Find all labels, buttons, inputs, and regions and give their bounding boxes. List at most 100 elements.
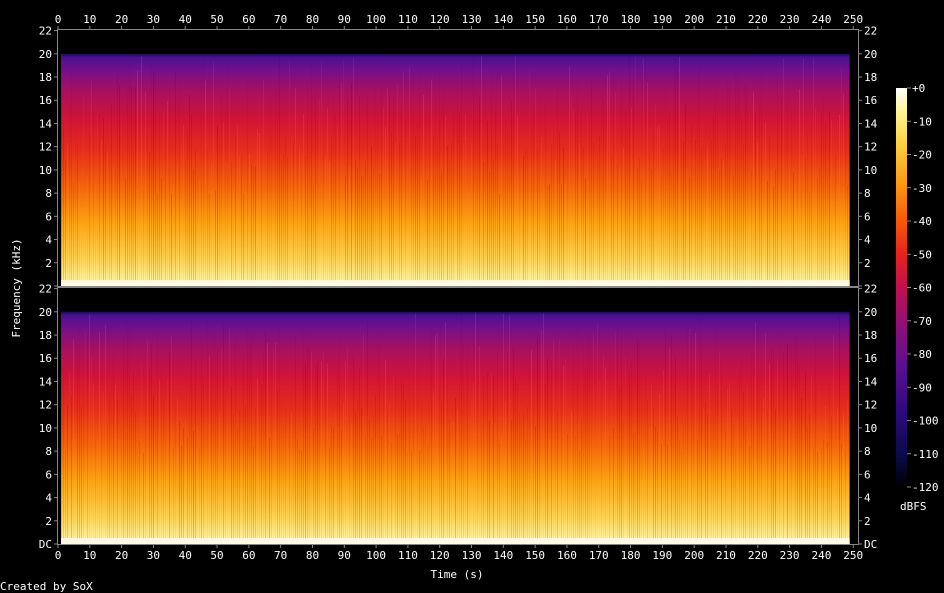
y-tick-label: 16 bbox=[39, 352, 52, 365]
y-tick-label: 18 bbox=[864, 71, 877, 84]
colorbar-tick-label: -120 bbox=[912, 481, 939, 494]
y-tick-label: 2 bbox=[45, 257, 52, 270]
x-tick-label: 120 bbox=[430, 549, 450, 562]
y-tick-label: 22 bbox=[864, 25, 877, 38]
y-tick-label: 10 bbox=[39, 164, 52, 177]
x-tick-label: 40 bbox=[179, 549, 192, 562]
x-tick-label: 220 bbox=[748, 13, 768, 26]
colorbar-tick-label: -10 bbox=[912, 115, 932, 128]
x-tick-label: 80 bbox=[306, 13, 319, 26]
x-tick-label: 30 bbox=[147, 549, 160, 562]
y-tick-label: 8 bbox=[864, 187, 871, 200]
y-tick-label: 22 bbox=[864, 283, 877, 296]
y-tick-label: 14 bbox=[864, 117, 878, 130]
x-tick-label: 240 bbox=[811, 13, 831, 26]
x-tick-label: 30 bbox=[147, 13, 160, 26]
x-tick-label: 20 bbox=[115, 13, 128, 26]
x-tick-label: 120 bbox=[430, 13, 450, 26]
y-tick-label: 6 bbox=[45, 210, 52, 223]
x-tick-label: 50 bbox=[210, 549, 223, 562]
spectral-texture bbox=[61, 311, 850, 540]
x-axis-label: Time (s) bbox=[431, 568, 484, 581]
x-tick-label: 10 bbox=[83, 549, 96, 562]
y-tick-label: 14 bbox=[864, 375, 878, 388]
x-tick-label: 100 bbox=[366, 13, 386, 26]
y-tick-label: 22 bbox=[39, 25, 52, 38]
created-by-sox: Created by SoX bbox=[0, 580, 93, 593]
spectral-energy bbox=[61, 311, 850, 544]
y-tick-label: 12 bbox=[864, 399, 877, 412]
x-tick-label: 200 bbox=[684, 13, 704, 26]
colorbar-tick-label: -30 bbox=[912, 182, 932, 195]
y-tick-label: 8 bbox=[45, 445, 52, 458]
x-tick-label: 90 bbox=[338, 549, 351, 562]
x-tick-label: 160 bbox=[557, 549, 577, 562]
y-tick-label: 4 bbox=[864, 492, 871, 505]
x-tick-label: 210 bbox=[716, 13, 736, 26]
y-tick-label: 12 bbox=[39, 399, 52, 412]
y-tick-label: 16 bbox=[864, 352, 877, 365]
colorbar-tick-label: -40 bbox=[912, 215, 932, 228]
y-tick-label: 20 bbox=[39, 306, 52, 319]
colorbar-tick-label: -50 bbox=[912, 248, 932, 261]
x-tick-label: 10 bbox=[83, 13, 96, 26]
y-tick-label: 6 bbox=[864, 468, 871, 481]
x-tick-label: 220 bbox=[748, 549, 768, 562]
y-tick-label: DC bbox=[39, 538, 52, 551]
x-tick-label: 180 bbox=[621, 13, 641, 26]
colorbar-tick-label: -70 bbox=[912, 315, 932, 328]
x-tick-label: 80 bbox=[306, 549, 319, 562]
x-tick-label: 70 bbox=[274, 549, 287, 562]
x-tick-label: 210 bbox=[716, 549, 736, 562]
y-tick-label: 22 bbox=[39, 283, 52, 296]
y-tick-label: 20 bbox=[864, 48, 877, 61]
y-tick-label: DC bbox=[864, 538, 877, 551]
x-tick-label: 60 bbox=[242, 13, 255, 26]
x-tick-label: 180 bbox=[621, 549, 641, 562]
y-tick-label: 10 bbox=[864, 164, 877, 177]
colorbar-tick-label: +0 bbox=[912, 82, 925, 95]
x-tick-label: 160 bbox=[557, 13, 577, 26]
x-tick-label: 250 bbox=[843, 13, 863, 26]
x-tick-label: 140 bbox=[493, 549, 513, 562]
y-tick-label: 18 bbox=[39, 71, 52, 84]
x-tick-label: 130 bbox=[462, 549, 482, 562]
spectrogram-channel-2 bbox=[57, 287, 859, 545]
spectral-energy bbox=[61, 53, 850, 287]
colorbar-tick-label: -60 bbox=[912, 282, 932, 295]
colorbar: +0 -10 -20 -30 -40 -50 -60 -70 -80 -90 -100 -110 -12… bbox=[896, 82, 939, 513]
y-tick-label: 10 bbox=[864, 422, 877, 435]
y-tick-label: 8 bbox=[45, 187, 52, 200]
x-tick-label: 230 bbox=[780, 549, 800, 562]
y-tick-label: 4 bbox=[864, 234, 871, 247]
x-tick-label: 170 bbox=[589, 549, 609, 562]
x-tick-label: 50 bbox=[210, 13, 223, 26]
spectral-texture bbox=[61, 53, 850, 283]
y-tick-label: 20 bbox=[864, 306, 877, 319]
x-tick-label: 240 bbox=[811, 549, 831, 562]
y-tick-label: 14 bbox=[39, 117, 53, 130]
y-tick-label: 12 bbox=[864, 141, 877, 154]
spectrogram-channel-1 bbox=[57, 29, 859, 287]
y-tick-label: 2 bbox=[864, 515, 871, 528]
y-tick-label: 6 bbox=[45, 468, 52, 481]
x-tick-label: 170 bbox=[589, 13, 609, 26]
y-axis-label: Frequency (kHz) bbox=[10, 238, 23, 337]
x-tick-label: 40 bbox=[179, 13, 192, 26]
x-tick-label: 90 bbox=[338, 13, 351, 26]
plot-frame bbox=[57, 29, 859, 287]
y-tick-label: 6 bbox=[864, 210, 871, 223]
colorbar-unit-label: dBFS bbox=[900, 500, 927, 513]
colorbar-tick-label: -80 bbox=[912, 348, 932, 361]
y-tick-label: 18 bbox=[864, 329, 877, 342]
y-tick-label: 14 bbox=[39, 375, 53, 388]
colorbar-tick-label: -90 bbox=[912, 381, 932, 394]
y-tick-label: 12 bbox=[39, 141, 52, 154]
y-tick-label: 16 bbox=[39, 94, 52, 107]
y-tick-label: 2 bbox=[864, 257, 871, 270]
y-tick-label: 16 bbox=[864, 94, 877, 107]
x-tick-label: 0 bbox=[55, 13, 62, 26]
x-tick-label: 150 bbox=[525, 549, 545, 562]
